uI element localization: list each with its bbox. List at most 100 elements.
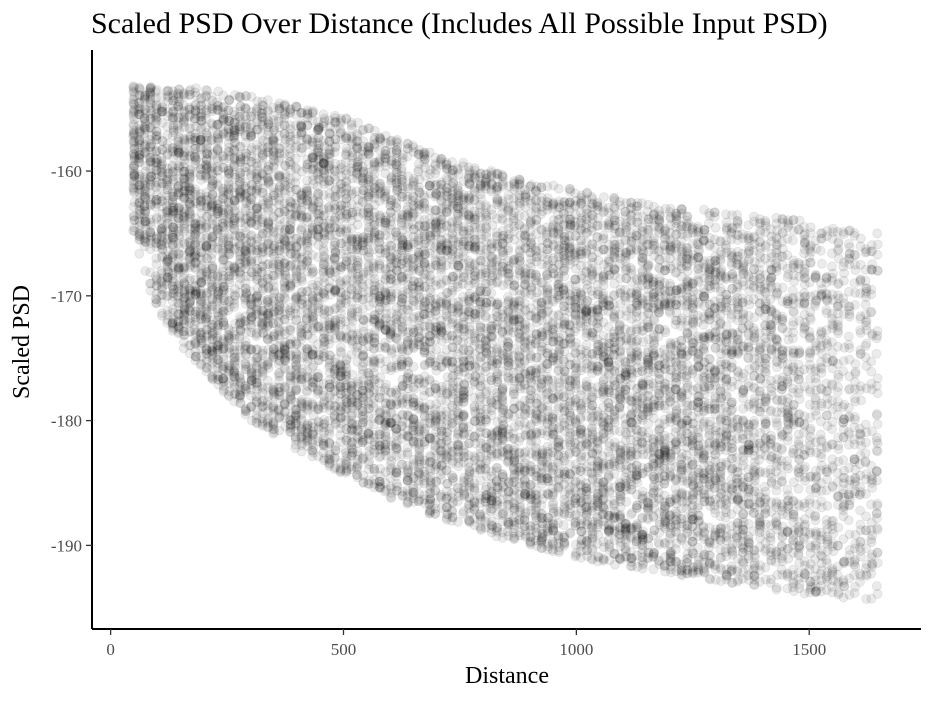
data-point — [135, 184, 146, 195]
data-point — [134, 229, 145, 240]
points-layer — [128, 81, 883, 604]
data-point — [145, 122, 155, 133]
data-point — [133, 152, 144, 163]
data-point — [145, 82, 156, 92]
data-point — [133, 156, 144, 167]
data-point — [134, 149, 145, 160]
data-point — [139, 113, 150, 124]
data-point — [146, 230, 156, 241]
data-point — [139, 201, 150, 212]
data-point — [134, 169, 145, 180]
data-point — [213, 172, 223, 183]
data-point — [134, 89, 145, 100]
data-point — [134, 104, 144, 115]
data-point — [139, 175, 150, 186]
data-point — [134, 109, 145, 120]
data-point — [134, 187, 145, 198]
data-point — [145, 174, 155, 185]
data-point — [134, 204, 145, 215]
data-point — [140, 215, 151, 226]
data-point — [146, 138, 157, 149]
data-point — [139, 94, 150, 105]
data-point — [133, 82, 144, 93]
data-point — [140, 216, 151, 227]
data-point — [139, 201, 150, 212]
data-point — [133, 109, 144, 120]
data-point — [134, 180, 145, 191]
chart-title: Scaled PSD Over Distance (Includes All P… — [91, 7, 828, 40]
data-point — [128, 120, 139, 131]
data-point — [308, 105, 318, 116]
data-point — [145, 157, 156, 168]
data-point — [128, 94, 139, 105]
data-point — [139, 209, 150, 219]
data-point — [128, 163, 139, 174]
data-point — [129, 161, 140, 172]
data-point — [139, 172, 150, 183]
data-point — [145, 163, 156, 174]
data-point — [139, 235, 150, 246]
data-point — [134, 235, 145, 246]
data-point — [139, 128, 150, 139]
data-point — [262, 95, 273, 106]
data-point — [335, 346, 346, 357]
data-point — [128, 166, 139, 177]
data-point — [129, 161, 140, 172]
data-point — [134, 200, 145, 211]
data-point — [128, 160, 139, 171]
data-point — [140, 206, 151, 217]
data-point — [392, 138, 403, 148]
data-point — [140, 179, 151, 190]
data-point — [128, 183, 139, 194]
data-point — [128, 176, 139, 187]
data-point — [129, 171, 140, 182]
data-point — [140, 118, 151, 129]
data-point — [134, 216, 145, 227]
data-point — [139, 141, 150, 152]
data-point — [139, 200, 150, 211]
data-point — [139, 124, 150, 135]
data-point — [134, 197, 145, 208]
data-point — [129, 137, 140, 148]
data-point — [134, 248, 145, 259]
data-point — [129, 170, 140, 181]
data-point — [140, 237, 151, 247]
data-point — [129, 105, 140, 116]
data-point — [318, 237, 329, 248]
data-point — [129, 128, 140, 139]
data-point — [134, 220, 145, 231]
data-point — [128, 169, 139, 180]
data-point — [139, 122, 150, 133]
data-point — [318, 246, 329, 257]
data-point — [129, 82, 140, 93]
data-point — [128, 111, 139, 122]
data-point — [229, 298, 240, 309]
data-point — [140, 192, 151, 203]
data-point — [134, 134, 145, 145]
data-point — [135, 234, 145, 245]
data-point — [134, 127, 145, 138]
data-point — [134, 157, 145, 168]
data-point — [134, 139, 145, 150]
data-point — [145, 285, 156, 296]
data-point — [129, 114, 140, 125]
data-point — [129, 170, 140, 181]
data-point — [134, 83, 145, 94]
data-point — [134, 97, 144, 108]
data-point — [129, 226, 140, 237]
data-point — [134, 225, 145, 236]
data-point — [139, 113, 150, 124]
data-point — [140, 123, 151, 134]
data-point — [134, 180, 145, 191]
data-point — [140, 206, 151, 217]
data-point — [128, 182, 139, 193]
data-point — [134, 150, 145, 161]
data-point — [145, 103, 155, 113]
data-point — [145, 92, 156, 103]
data-point — [129, 175, 140, 186]
data-point — [145, 180, 156, 191]
data-point — [139, 241, 150, 252]
data-point — [133, 184, 144, 195]
data-point — [135, 193, 146, 204]
